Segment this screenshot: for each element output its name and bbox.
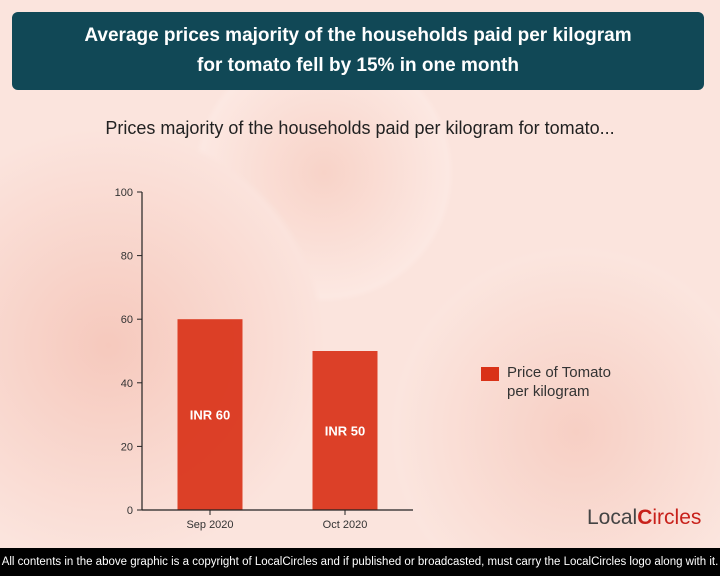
header-banner: Average prices majority of the household… bbox=[12, 12, 704, 90]
x-tick-label: Oct 2020 bbox=[323, 519, 368, 531]
copyright-footer: All contents in the above graphic is a c… bbox=[0, 548, 720, 576]
legend: Price of Tomato per kilogram bbox=[481, 363, 611, 401]
x-tick-label: Sep 2020 bbox=[186, 519, 233, 531]
y-tick-label: 40 bbox=[121, 378, 133, 390]
data-label: INR 50 bbox=[325, 424, 365, 439]
y-tick-label: 80 bbox=[121, 251, 133, 263]
legend-swatch bbox=[481, 367, 499, 381]
bar bbox=[177, 319, 243, 510]
chart-title: Prices majority of the households paid p… bbox=[105, 118, 615, 138]
y-tick-label: 0 bbox=[127, 505, 133, 517]
y-tick-label: 100 bbox=[115, 187, 133, 199]
title-line-2: for tomato fell by 15% in one month bbox=[197, 55, 519, 76]
y-tick-label: 20 bbox=[121, 441, 133, 453]
localcircles-logo: LocalCircles bbox=[587, 506, 702, 529]
data-label: INR 60 bbox=[190, 408, 230, 423]
legend-label-line-1: Price of Tomato bbox=[507, 364, 611, 381]
bar bbox=[312, 351, 378, 510]
title-line-1: Average prices majority of the household… bbox=[84, 25, 632, 46]
y-tick-label: 60 bbox=[121, 314, 133, 326]
legend-label-line-2: per kilogram bbox=[507, 383, 590, 400]
